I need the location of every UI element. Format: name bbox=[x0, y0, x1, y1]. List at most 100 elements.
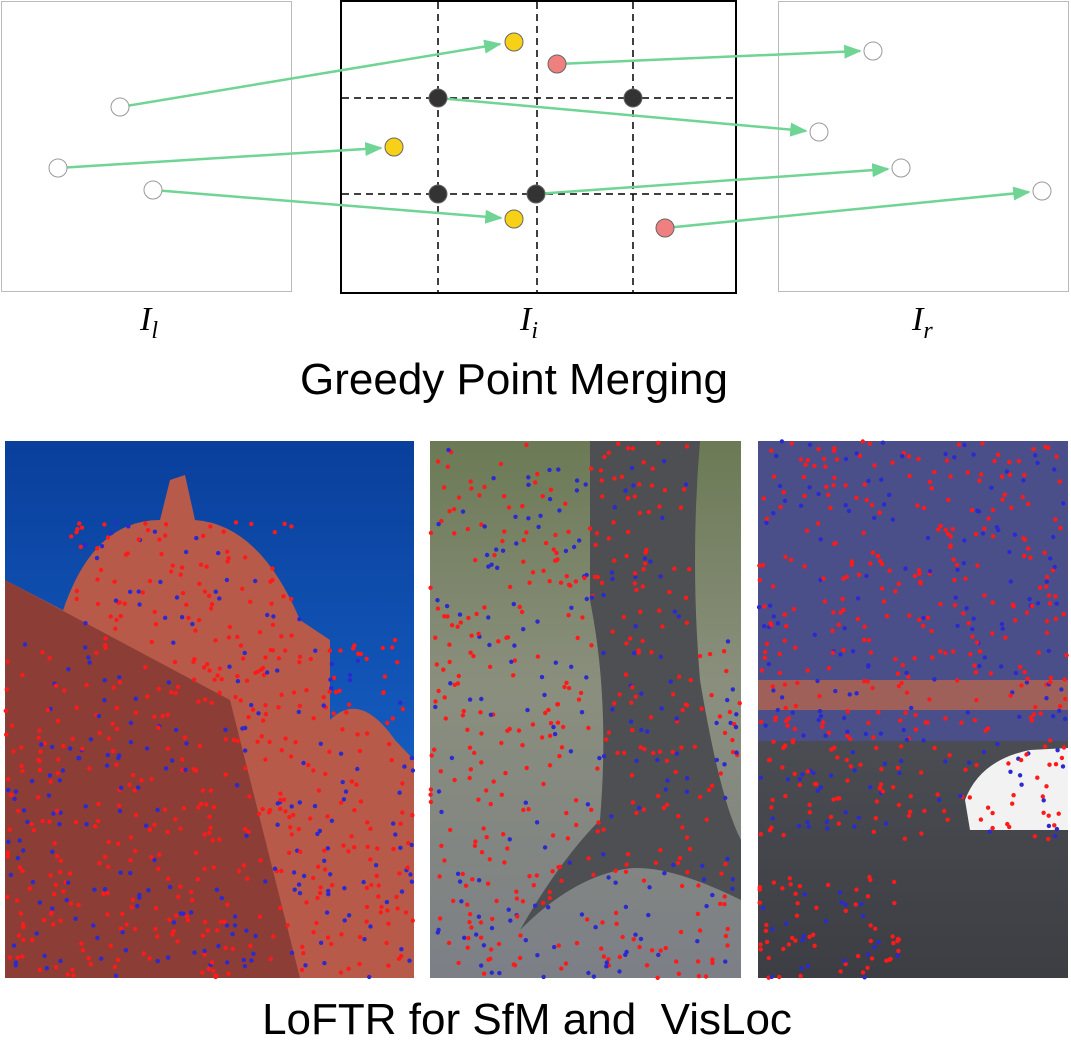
feature-point bbox=[601, 650, 606, 656]
feature-point bbox=[1053, 616, 1059, 622]
feature-point bbox=[783, 554, 788, 560]
feature-point bbox=[632, 581, 637, 586]
feature-point bbox=[781, 490, 786, 495]
feature-point bbox=[512, 643, 517, 648]
feature-point bbox=[990, 810, 995, 816]
feature-point bbox=[595, 829, 600, 834]
feature-point bbox=[397, 790, 402, 795]
feature-point bbox=[789, 441, 794, 446]
feature-point bbox=[955, 623, 960, 628]
feature-point bbox=[966, 621, 971, 626]
feature-point bbox=[502, 860, 507, 865]
feature-point bbox=[1013, 670, 1019, 676]
feature-point bbox=[436, 789, 442, 794]
feature-point bbox=[826, 730, 832, 735]
feature-point bbox=[452, 777, 457, 783]
feature-point bbox=[468, 650, 473, 655]
feature-point bbox=[555, 702, 560, 707]
feature-point bbox=[357, 961, 362, 967]
feature-points bbox=[428, 440, 742, 980]
feature-point bbox=[1035, 460, 1040, 466]
feature-point bbox=[386, 921, 391, 926]
feature-point bbox=[791, 738, 796, 743]
feature-point bbox=[859, 901, 864, 907]
feature-point bbox=[86, 655, 91, 660]
feature-point bbox=[646, 912, 651, 918]
feature-point bbox=[935, 792, 940, 797]
feature-point bbox=[485, 881, 491, 886]
feature-point bbox=[596, 820, 601, 825]
feature-point bbox=[659, 706, 664, 711]
feature-point bbox=[890, 934, 895, 939]
feature-point bbox=[98, 567, 104, 573]
feature-point bbox=[118, 785, 124, 790]
feature-point bbox=[633, 694, 638, 699]
feature-point bbox=[589, 466, 594, 471]
feature-point bbox=[217, 666, 222, 671]
feature-point bbox=[496, 941, 502, 947]
feature-point bbox=[355, 658, 361, 663]
feature-point bbox=[822, 599, 828, 604]
feature-point bbox=[680, 707, 685, 713]
feature-point bbox=[976, 509, 982, 514]
feature-point bbox=[507, 584, 513, 590]
feature-point bbox=[398, 700, 403, 705]
feature-point bbox=[917, 571, 922, 576]
feature-point bbox=[242, 964, 248, 969]
feature-point bbox=[314, 920, 319, 926]
feature-point bbox=[1052, 467, 1057, 472]
feature-point bbox=[80, 746, 85, 751]
feature-point bbox=[842, 715, 847, 721]
feature-point bbox=[807, 485, 812, 490]
feature-point bbox=[482, 605, 487, 610]
feature-point bbox=[662, 871, 667, 876]
feature-point bbox=[263, 879, 268, 884]
feature-point bbox=[683, 595, 689, 600]
feature-point bbox=[403, 910, 409, 915]
feature-point bbox=[591, 974, 597, 979]
feature-point bbox=[155, 807, 160, 813]
feature-point bbox=[442, 614, 447, 619]
point bbox=[504, 209, 524, 229]
feature-point bbox=[719, 871, 724, 876]
feature-point bbox=[569, 664, 574, 669]
feature-point bbox=[1048, 680, 1053, 685]
feature-point bbox=[555, 557, 560, 562]
feature-point bbox=[395, 660, 400, 665]
feature-point bbox=[227, 664, 232, 669]
feature-point bbox=[585, 802, 591, 807]
feature-point bbox=[868, 561, 873, 566]
feature-point bbox=[339, 932, 344, 937]
feature-point bbox=[21, 937, 26, 943]
feature-point bbox=[1046, 836, 1051, 842]
feature-point bbox=[51, 922, 56, 927]
feature-point bbox=[467, 919, 472, 925]
feature-point bbox=[861, 637, 867, 642]
feature-point bbox=[802, 564, 807, 569]
feature-point bbox=[844, 757, 849, 763]
feature-point bbox=[311, 875, 316, 881]
feature-point bbox=[153, 906, 159, 911]
feature-point bbox=[222, 919, 227, 924]
feature-point bbox=[722, 902, 727, 907]
feature-point bbox=[216, 550, 221, 556]
feature-point bbox=[469, 486, 474, 491]
feature-point bbox=[113, 598, 119, 603]
feature-point bbox=[95, 546, 100, 551]
feature-point bbox=[553, 532, 558, 538]
feature-point bbox=[815, 678, 820, 684]
feature-point bbox=[526, 475, 531, 480]
feature-point bbox=[896, 684, 902, 689]
feature-point bbox=[482, 524, 487, 529]
feature-point bbox=[122, 601, 127, 606]
feature-point bbox=[82, 543, 88, 548]
feature-point bbox=[37, 767, 42, 773]
feature-point bbox=[111, 685, 116, 690]
feature-point bbox=[52, 841, 57, 846]
feature-point bbox=[1024, 610, 1030, 615]
feature-point bbox=[895, 765, 901, 770]
feature-point bbox=[409, 842, 414, 848]
feature-point bbox=[105, 752, 111, 758]
feature-point bbox=[621, 614, 626, 620]
feature-point bbox=[159, 551, 164, 557]
